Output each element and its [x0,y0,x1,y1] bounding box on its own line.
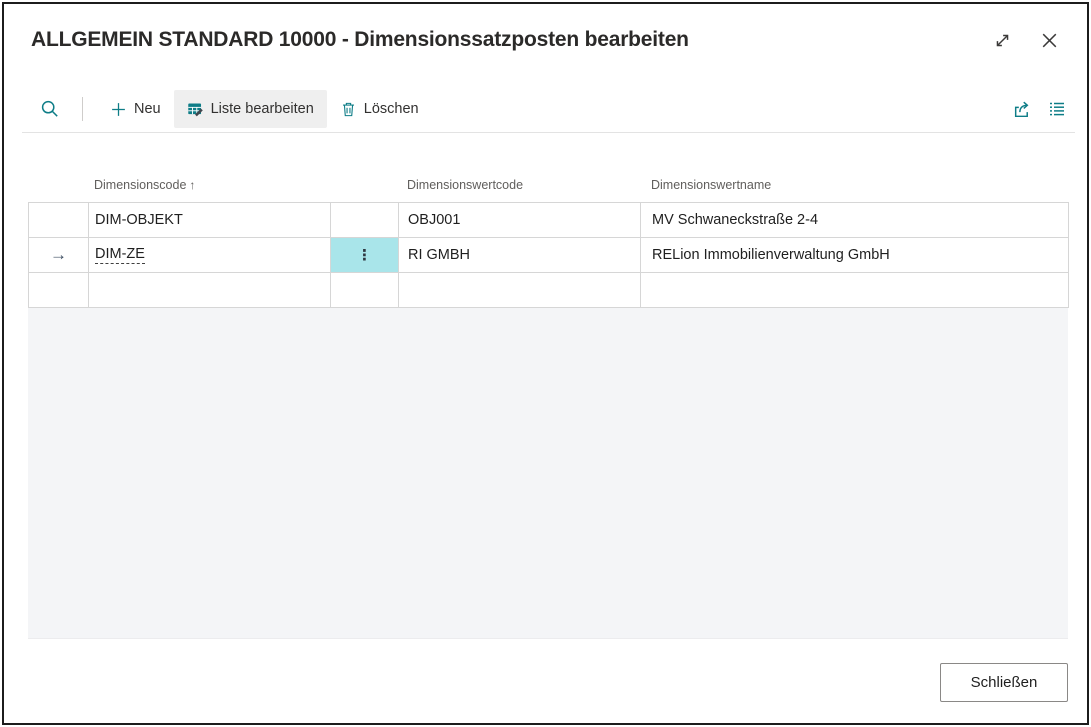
expand-dialog-button[interactable] [992,30,1013,51]
empty-list-area [28,308,1068,639]
delete-button[interactable]: Löschen [327,90,432,128]
plus-icon [110,101,127,118]
cell-dimensionswertcode[interactable] [399,273,641,308]
cell-dimensionscode[interactable]: DIM-ZE [89,238,331,273]
cell-dimensionswertcode[interactable]: RI GMBH [399,238,641,273]
ellipsis-vertical-icon: ⋮ [357,246,372,264]
close-button[interactable]: Schließen [940,663,1068,702]
edit-list-button-label: Liste bearbeiten [210,101,314,117]
new-button-label: Neu [134,101,161,117]
assist-edit-button[interactable]: ⋮ [331,238,399,273]
edit-list-icon [187,101,204,118]
delete-button-label: Löschen [363,101,419,117]
list-icon [1047,99,1067,119]
cell-dimensionscode[interactable]: DIM-OBJEKT [89,203,331,238]
cell-assist-edit[interactable] [331,203,399,238]
cell-dimensionswertcode[interactable]: OBJ001 [399,203,641,238]
toolbar-divider [82,97,83,121]
new-button[interactable]: Neu [97,90,174,128]
close-icon [1039,30,1060,51]
row-selector-cell[interactable] [29,203,89,238]
share-icon [1012,99,1033,120]
action-toolbar: Neu Liste bearbeiten [22,86,1075,133]
share-button[interactable] [1012,99,1033,120]
column-header-dimensionswertcode[interactable]: Dimensionswertcode [407,178,524,192]
column-header-dimensionscode[interactable]: Dimensionscode ↑ [94,178,196,192]
column-header-dimensionswertname[interactable]: Dimensionswertname [651,178,772,192]
table-row-selected: → DIM-ZE ⋮ RI GMBH RELion Immobilienverw… [29,238,1069,273]
sort-ascending-icon: ↑ [189,178,196,192]
title-bar: ALLGEMEIN STANDARD 10000 - Dimensionssat… [31,24,1060,56]
edit-list-button[interactable]: Liste bearbeiten [173,90,327,128]
dimension-grid: DIM-OBJEKT OBJ001 MV Schwaneckstraße 2-4… [28,202,1069,308]
cell-dimensionswertname[interactable]: RELion Immobilienverwaltung GmbH [641,238,1069,273]
cell-assist-edit[interactable] [331,273,399,308]
cell-dimensionscode[interactable] [89,273,331,308]
current-row-arrow-icon: → [29,238,89,273]
cell-dimensionswertname[interactable] [641,273,1069,308]
grid-column-headers: Dimensionscode ↑ Dimensionswertcode Dimen… [28,171,1068,199]
trash-icon [340,101,357,118]
page-title: ALLGEMEIN STANDARD 10000 - Dimensionssat… [31,28,689,51]
expand-icon [992,30,1013,51]
table-row: DIM-OBJEKT OBJ001 MV Schwaneckstraße 2-4 [29,203,1069,238]
cell-dimensionswertname[interactable]: MV Schwaneckstraße 2-4 [641,203,1069,238]
row-selector-cell[interactable] [29,273,89,308]
search-button[interactable] [38,94,62,124]
search-icon [40,99,60,119]
close-dialog-button[interactable] [1039,30,1060,51]
list-options-button[interactable] [1047,99,1067,119]
table-row-empty [29,273,1069,308]
